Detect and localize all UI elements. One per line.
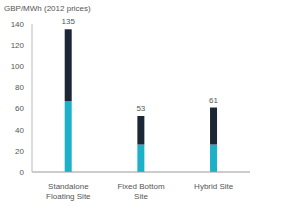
svg-text:100: 100 <box>11 62 25 71</box>
svg-text:120: 120 <box>11 41 25 50</box>
svg-text:80: 80 <box>15 83 24 92</box>
svg-text:20: 20 <box>15 147 24 156</box>
svg-text:140: 140 <box>11 20 25 29</box>
svg-text:Site: Site <box>134 192 148 201</box>
svg-text:0: 0 <box>20 168 25 177</box>
svg-text:60: 60 <box>15 104 24 113</box>
svg-text:Hybrid Site: Hybrid Site <box>194 182 234 191</box>
svg-text:Fixed Bottom: Fixed Bottom <box>117 182 164 191</box>
html-text:GBP/MWh (2012 prices): GBP/MWh (2012 prices) <box>4 4 91 13</box>
svg-text:Floating Site: Floating Site <box>46 192 91 201</box>
svg-text:135: 135 <box>62 17 76 26</box>
svg-text:61: 61 <box>209 96 218 105</box>
svg-text:53: 53 <box>136 104 145 113</box>
svg-text:40: 40 <box>15 126 24 135</box>
svg-text:Standalone: Standalone <box>48 182 89 191</box>
